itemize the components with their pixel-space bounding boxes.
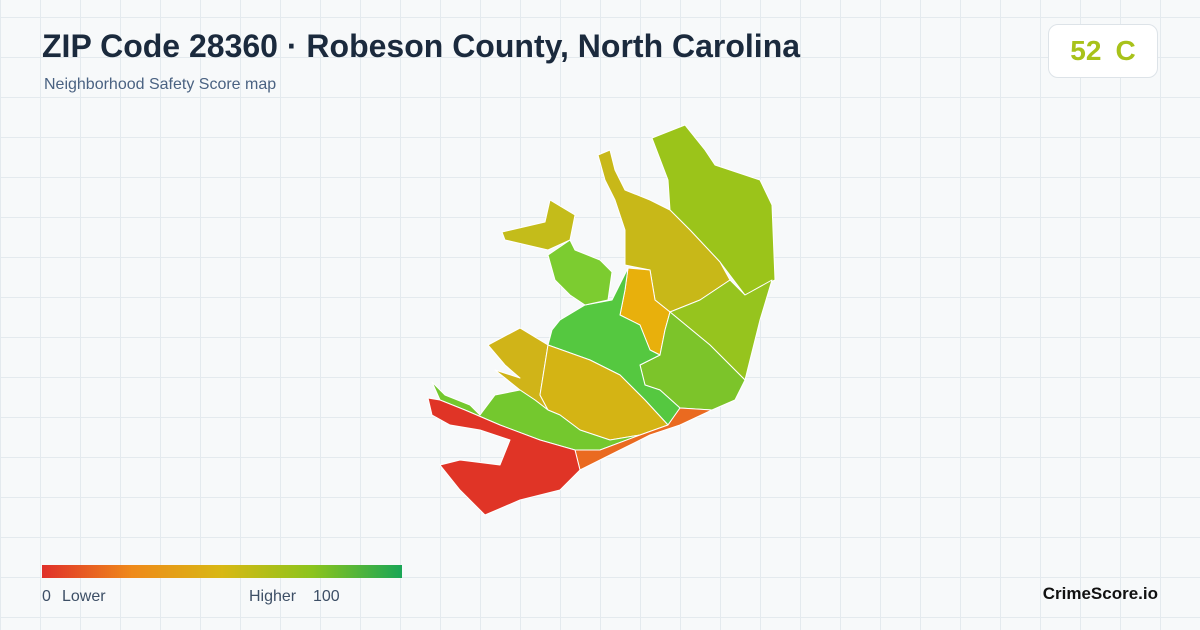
legend-min: 0 — [42, 588, 51, 605]
region — [547, 239, 613, 306]
legend-gradient — [42, 565, 402, 578]
brand: CrimeScore.io — [1042, 584, 1158, 603]
title: ZIP Code 28360 · Robeson County, North C… — [42, 28, 801, 64]
legend-low: Lower — [62, 588, 106, 605]
region — [501, 199, 576, 251]
grade: C — [1115, 35, 1136, 66]
legend-max: 100 — [313, 588, 340, 605]
score-badge: 52 C — [1048, 24, 1158, 78]
score: 52 — [1070, 35, 1102, 66]
legend-high: Higher — [249, 588, 297, 605]
region — [427, 397, 581, 516]
region — [669, 279, 773, 381]
subtitle: Neighborhood Safety Score map — [44, 76, 277, 93]
